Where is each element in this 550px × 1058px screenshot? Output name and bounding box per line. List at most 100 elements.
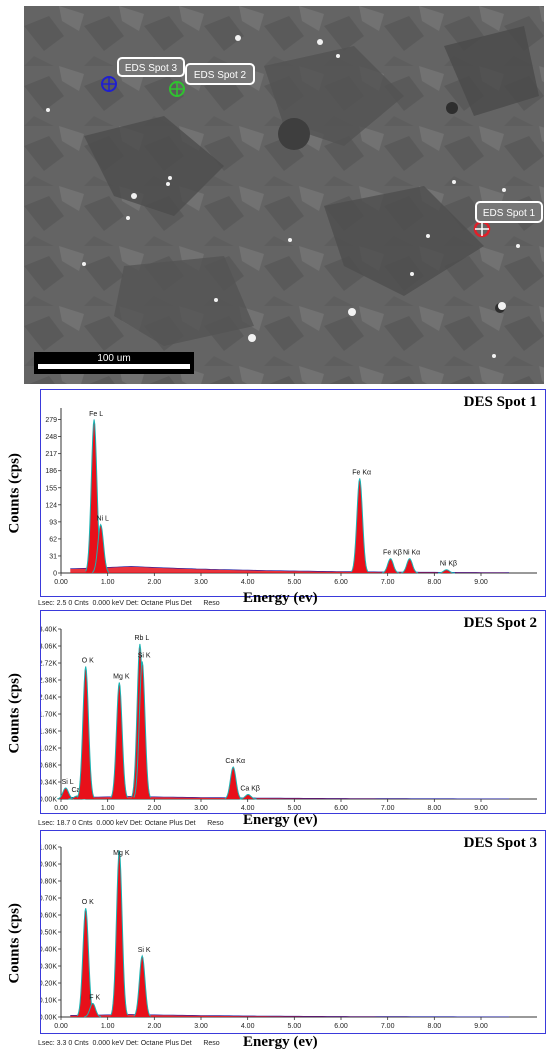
background-fit-line: [70, 566, 510, 573]
y-tick-label: 3.06K: [41, 644, 57, 651]
x-tick-label: 2.00: [148, 579, 162, 586]
x-tick-label: 5.00: [288, 805, 302, 812]
peak-label: Si L: [62, 779, 74, 786]
chart2-y-axis-label: Counts (cps): [6, 673, 23, 754]
eds-spot-1-marker: EDS Spot 1: [473, 201, 543, 238]
y-tick-label: 0.34K: [41, 780, 57, 787]
x-tick-label: 6.00: [334, 579, 348, 586]
x-tick-label: 8.00: [428, 1023, 442, 1030]
y-tick-label: 0.10K: [41, 998, 57, 1005]
peak-fit-line: [239, 793, 257, 800]
y-tick-label: 31: [49, 553, 57, 560]
y-tick-label: 0.40K: [41, 947, 57, 954]
peak-label: Ca Kα: [225, 758, 245, 765]
y-tick-label: 0.68K: [41, 763, 57, 770]
chart3-footer: Lsec: 3.3 0 Cnts 0.000 keV Det: Octane P…: [38, 1040, 220, 1047]
peak-fit-line: [57, 787, 75, 800]
y-tick-label: 1.70K: [41, 712, 57, 719]
sem-image-canvas: 100 um EDS Spot 3 EDS Spot 2 EDS Spot 1: [24, 6, 544, 384]
chart1-title: DES Spot 1: [463, 394, 537, 410]
y-tick-label: 248: [45, 434, 57, 441]
y-tick-label: 2.38K: [41, 678, 57, 685]
peak-fit-line: [438, 569, 455, 574]
y-tick-label: 1.02K: [41, 746, 57, 753]
chart1-x-axis-label: Energy (ev): [243, 590, 318, 606]
y-tick-label: 0: [53, 571, 57, 578]
y-tick-label: 0.30K: [41, 964, 57, 971]
peak-label: Mg K: [113, 674, 130, 681]
x-tick-label: 8.00: [428, 805, 442, 812]
y-tick-label: 124: [45, 502, 57, 509]
scale-bar-label: 100 um: [97, 353, 130, 364]
peak-label: Ni Kα: [403, 550, 420, 557]
x-tick-label: 6.00: [334, 1023, 348, 1030]
x-tick-label: 2.00: [148, 1023, 162, 1030]
x-tick-label: 1.00: [101, 805, 115, 812]
x-tick-label: 3.00: [194, 1023, 208, 1030]
x-tick-label: 6.00: [334, 805, 348, 812]
x-tick-label: 5.00: [288, 579, 302, 586]
y-tick-label: 93: [49, 519, 57, 526]
x-tick-label: 4.00: [241, 579, 255, 586]
eds-spot-1-label: EDS Spot 1: [483, 208, 536, 219]
background-continuum: [70, 796, 510, 799]
peak-fit-line: [133, 661, 152, 798]
x-tick-label: 2.00: [148, 805, 162, 812]
y-tick-label: 0.50K: [41, 930, 57, 937]
y-tick-label: 217: [45, 451, 57, 458]
y-tick-label: 62: [49, 536, 57, 543]
y-tick-label: 2.72K: [41, 661, 57, 668]
peak-label: O K: [82, 658, 94, 665]
y-tick-label: 279: [45, 417, 57, 424]
y-tick-label: 0.80K: [41, 879, 57, 886]
y-tick-label: 2.04K: [41, 695, 57, 702]
peak-fit-line: [110, 682, 129, 798]
chart3-title: DES Spot 3: [463, 835, 537, 851]
y-tick-label: 155: [45, 485, 57, 492]
peak-fit-line: [401, 558, 419, 574]
peak-label: Fe L: [89, 411, 103, 418]
eds-spectrum-panel-1: DES Spot 1 0.00 1.00 2.00 3.00 4.00 5.00 6.00 7…: [40, 389, 546, 597]
chart1-footer: Lsec: 2.5 0 Cnts 0.000 keV Det: Octane P…: [38, 600, 220, 607]
peak-fit-line: [110, 850, 129, 1016]
y-tick-label: 0.70K: [41, 896, 57, 903]
y-tick-label: 1.36K: [41, 729, 57, 736]
y-tick-label: 1.00K: [41, 845, 57, 852]
chart3-y-axis-label: Counts (cps): [6, 903, 23, 984]
peak-label: Si K: [138, 947, 151, 954]
x-tick-label: 3.00: [194, 805, 208, 812]
peak-fit-line: [133, 954, 151, 1017]
peak-label: Rb L: [134, 635, 149, 642]
chart3-plot: 0.00 1.00 2.00 3.00 4.00 5.00 6.00 7.00 8.00 9.00…: [41, 845, 537, 1030]
background-continuum: [70, 566, 510, 573]
x-tick-label: 3.00: [194, 579, 208, 586]
peak-fit-line: [350, 478, 369, 573]
peak-label: F K: [89, 994, 100, 1001]
y-tick-label: 0.00K: [41, 797, 57, 804]
eds-spot-2-label: EDS Spot 2: [194, 70, 247, 81]
y-tick-label: 0.20K: [41, 981, 57, 988]
x-tick-label: 8.00: [428, 579, 442, 586]
x-tick-label: 1.00: [101, 579, 115, 586]
chart2-x-axis-label: Energy (ev): [243, 812, 318, 828]
peak-label: Mg K: [113, 850, 130, 857]
peak-fit-line: [91, 523, 110, 573]
eds-spot-3-label: EDS Spot 3: [125, 63, 178, 74]
peak-label: Fe Kβ: [383, 550, 402, 557]
y-tick-label: 0.00K: [41, 1015, 57, 1022]
x-tick-label: 1.00: [101, 1023, 115, 1030]
peak-label: Ni L: [96, 516, 109, 523]
peak-label: Ni Kβ: [440, 561, 457, 568]
x-tick-label: 0.00: [54, 1023, 68, 1030]
x-tick-label: 0.00: [54, 805, 68, 812]
chart2-footer: Lsec: 18.7 0 Cnts 0.000 keV Det: Octane …: [38, 820, 224, 827]
chart1-plot: 0.00 1.00 2.00 3.00 4.00 5.00 6.00 7.00 8.00 9.00…: [45, 408, 537, 586]
peak-fit-line: [76, 908, 95, 1017]
x-tick-label: 7.00: [381, 805, 395, 812]
chart1-y-axis-label: Counts (cps): [6, 453, 23, 534]
eds-spectrum-panel-2: DES Spot 2 0.00 1.00 2.00 3.00 4.00 5.00 6.00 7…: [40, 610, 546, 814]
peak-fit-line: [224, 766, 242, 800]
y-tick-label: 186: [45, 468, 57, 475]
x-tick-label: 9.00: [474, 805, 488, 812]
x-tick-label: 5.00: [288, 1023, 302, 1030]
